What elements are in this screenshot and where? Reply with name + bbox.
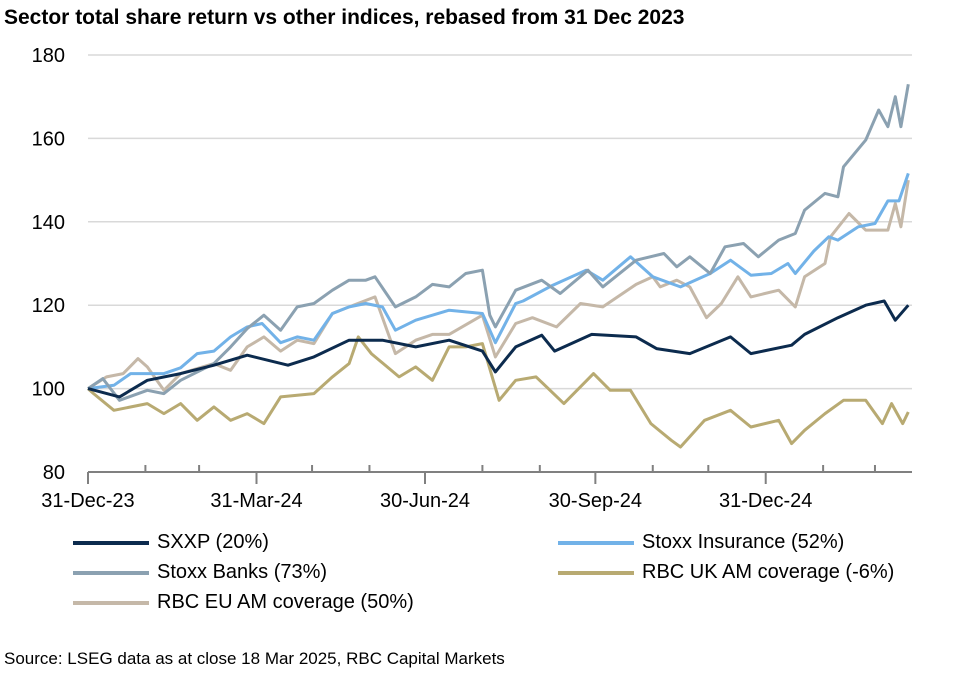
- x-tick-label: 31-Mar-24: [210, 490, 302, 512]
- legend-swatch: [558, 570, 634, 575]
- chart-title: Sector total share return vs other indic…: [4, 6, 685, 29]
- legend-swatch: [558, 540, 634, 545]
- x-tick-label: 30-Jun-24: [380, 490, 470, 512]
- legend-swatch: [73, 570, 149, 575]
- legend-label: Stoxx Insurance (52%): [642, 531, 845, 553]
- y-tick-label: 140: [32, 212, 65, 234]
- y-tick-label: 120: [32, 295, 65, 317]
- gridlines: [88, 54, 912, 390]
- legend-swatch: [73, 600, 149, 605]
- legend-swatch: [73, 540, 149, 545]
- y-axis-tick-labels: 80 100 120 140 160 180: [32, 45, 65, 484]
- legend-label: RBC EU AM coverage (50%): [157, 591, 414, 613]
- x-tick-label: 30-Sep-24: [549, 490, 642, 512]
- legend-label: SXXP (20%): [157, 531, 269, 553]
- legend-item-rbc-uk-am: RBC UK AM coverage (-6%): [558, 561, 894, 584]
- x-tick-label: 31-Dec-24: [719, 490, 812, 512]
- y-tick-label: 80: [43, 462, 65, 484]
- series-line-stoxx-insurance-52: [87, 172, 910, 391]
- series-line-stoxx-banks-73: [87, 83, 910, 402]
- legend-item-rbc-eu-am: RBC EU AM coverage (50%): [73, 591, 414, 614]
- legend-item-sxxp: SXXP (20%): [73, 531, 269, 554]
- series-line-rbc-eu-am-coverage-50: [87, 179, 910, 392]
- legend-item-stoxx-banks: Stoxx Banks (73%): [73, 561, 327, 584]
- series-line-sxxp-20: [87, 299, 910, 399]
- y-tick-label: 180: [32, 45, 65, 67]
- y-tick-label: 160: [32, 128, 65, 150]
- source-note: Source: LSEG data as at close 18 Mar 202…: [4, 649, 505, 668]
- legend-label: Stoxx Banks (73%): [157, 561, 328, 583]
- legend-item-stoxx-insurance: Stoxx Insurance (52%): [558, 531, 844, 554]
- y-tick-label: 100: [32, 379, 65, 401]
- series-lines: [87, 83, 910, 449]
- x-tick-label: 31-Dec-23: [41, 490, 134, 512]
- series-line-rbc-uk-am-coverage-6: [87, 335, 910, 449]
- legend-label: RBC UK AM coverage (-6%): [642, 561, 895, 583]
- x-axis: 31-Dec-23 31-Mar-24 30-Jun-24 30-Sep-24 31-D…: [41, 465, 912, 512]
